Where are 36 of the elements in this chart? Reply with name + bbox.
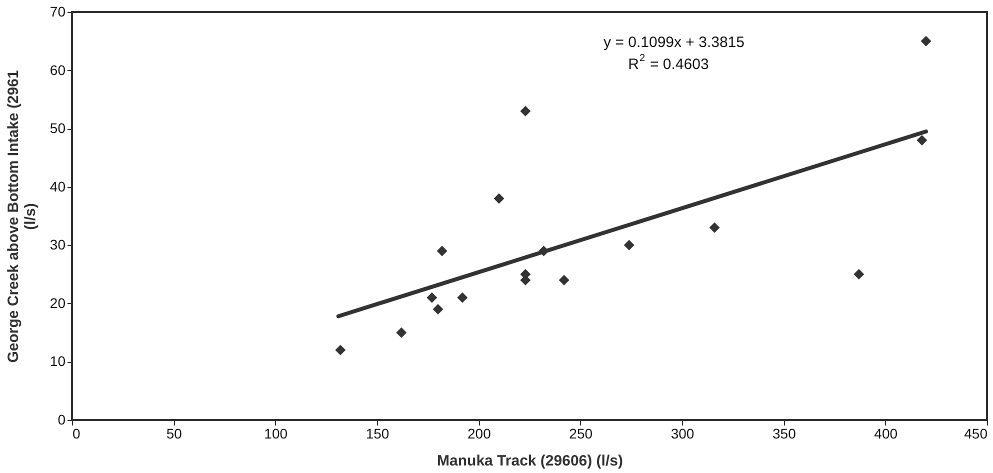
x-tick-label: 300	[670, 426, 694, 442]
point	[426, 292, 438, 303]
y-tick-label: 30	[50, 236, 66, 253]
point	[457, 292, 468, 303]
y-axis-title: George Creek above Bottom Intake (2961 (l/s)	[4, 70, 39, 363]
x-tick-label: 450	[964, 426, 988, 442]
x-tick-label: 50	[166, 426, 182, 442]
point	[432, 304, 444, 314]
point	[558, 274, 570, 286]
y-tick-label: 70	[50, 4, 66, 20]
x-axis-title: Manuka Track (29606) (l/s)	[437, 452, 623, 470]
point	[854, 269, 864, 280]
annotation: y = 0.1099x + 3.3815	[604, 34, 744, 51]
x-tick-label: 250	[569, 426, 593, 442]
y-tick-label: 10	[50, 353, 66, 370]
x-tick-label: 200	[467, 426, 492, 442]
point	[538, 246, 549, 256]
point	[916, 134, 928, 146]
point	[709, 222, 720, 233]
point	[335, 344, 346, 356]
y-tick-label: 50	[50, 120, 66, 136]
point	[494, 193, 504, 204]
point	[624, 240, 634, 250]
point	[520, 106, 531, 116]
point	[920, 36, 932, 46]
x-tick-label: 150	[366, 426, 390, 442]
x-tick-label: 350	[772, 426, 796, 442]
y-tick-label: 0	[58, 412, 66, 428]
x-tick-label: 400	[874, 426, 898, 442]
point	[436, 246, 448, 256]
y-tick-label: 60	[50, 62, 66, 78]
x-tick-label: 100	[264, 426, 288, 442]
point	[396, 327, 407, 338]
x-tick-label: 0	[72, 426, 80, 442]
y-tick-label: 40	[50, 178, 66, 194]
y-tick-label: 20	[50, 294, 66, 311]
